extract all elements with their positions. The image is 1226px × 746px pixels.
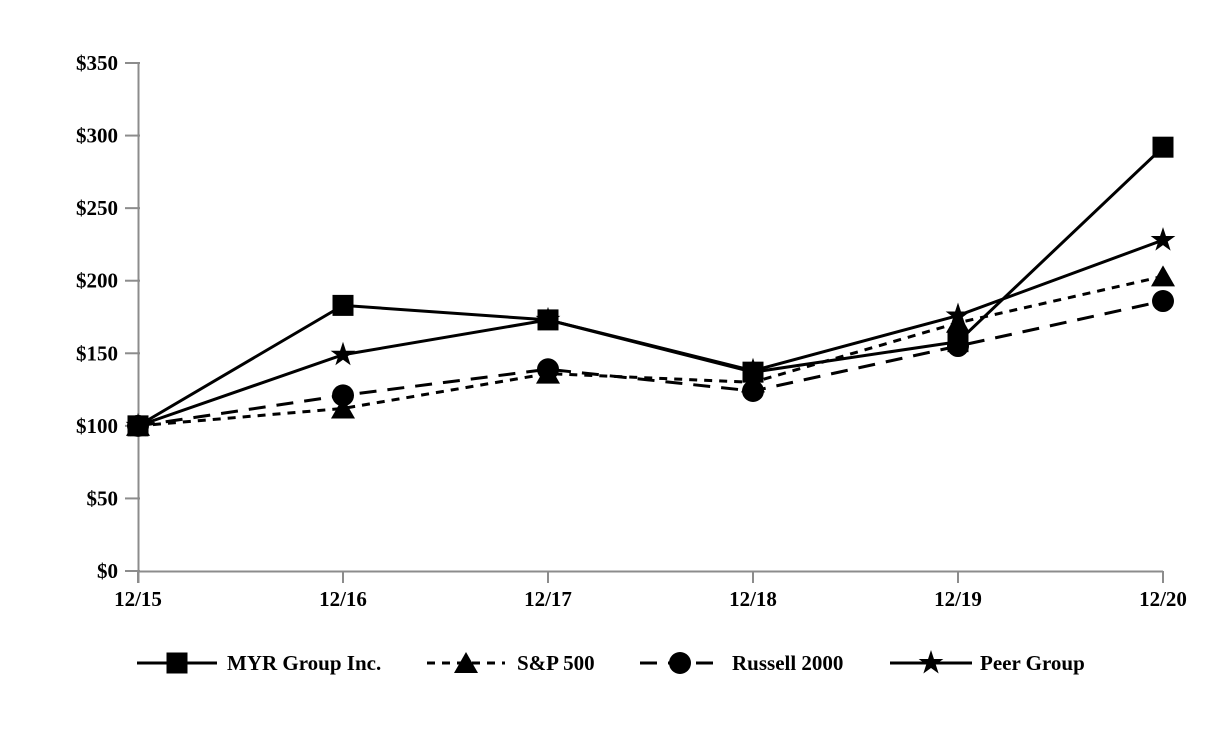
circle-marker [1152, 290, 1174, 313]
y-axis-tick-label: $250 [76, 196, 118, 220]
x-axis: 12/15 12/16 12/17 12/18 12/19 12/20 [114, 570, 1187, 611]
circle-marker [669, 652, 691, 674]
series-myr-group-inc [127, 136, 1174, 437]
series-line-myr-group-inc [137, 146, 1165, 428]
star-marker [1150, 227, 1176, 251]
circle-marker [332, 384, 354, 407]
x-axis-tick-label: 12/17 [524, 587, 572, 611]
y-axis-tick-label: $300 [76, 124, 118, 148]
star-marker [945, 302, 971, 327]
series-line-russell-2000 [137, 299, 1164, 428]
series-line-s-p-500 [137, 274, 1164, 428]
star-marker [330, 341, 356, 366]
legend-item-myr-group-inc: MYR Group Inc. [137, 651, 381, 675]
circle-marker [742, 380, 764, 403]
x-axis-tick-label: 12/16 [319, 587, 367, 611]
triangle-marker [946, 311, 970, 333]
y-axis: $0 $50 $100 $150 $200 $250 $300 $350 [76, 51, 140, 583]
square-marker [166, 652, 188, 674]
series-s-p-500 [126, 265, 1175, 436]
star-marker [918, 650, 944, 674]
y-axis-tick-label: $0 [97, 559, 118, 583]
series-line-peer-group [137, 238, 1164, 428]
series-plot-area [125, 136, 1176, 437]
legend-item-russell-2000: Russell 2000 [640, 651, 843, 675]
circle-marker [537, 358, 559, 381]
legend-label: Peer Group [980, 651, 1085, 675]
square-marker [1152, 136, 1174, 158]
legend-item-s-p-500: S&P 500 [427, 651, 595, 675]
square-marker [947, 331, 969, 353]
square-marker [332, 294, 354, 316]
legend-label: S&P 500 [517, 651, 595, 675]
series-russell-2000 [127, 290, 1174, 437]
triangle-marker [1151, 265, 1175, 287]
legend-label: MYR Group Inc. [227, 651, 381, 675]
y-axis-tick-label: $200 [76, 269, 118, 293]
triangle-marker [454, 652, 478, 673]
square-marker [127, 415, 149, 437]
square-marker [537, 309, 559, 331]
x-axis-tick-label: 12/15 [114, 587, 162, 611]
y-axis-tick-label: $150 [76, 341, 118, 365]
y-axis-tick-label: $50 [87, 486, 119, 510]
y-axis-tick-label: $100 [76, 414, 118, 438]
legend-item-peer-group: Peer Group [890, 650, 1085, 675]
x-axis-tick-label: 12/18 [729, 587, 777, 611]
legend: MYR Group Inc. S&P 500 Russell 2000 Peer Gr… [137, 650, 1085, 675]
legend-label: Russell 2000 [732, 651, 843, 675]
x-axis-tick-label: 12/19 [934, 587, 982, 611]
x-axis-tick-label: 12/20 [1139, 587, 1187, 611]
triangle-marker [331, 397, 355, 419]
square-marker [742, 361, 764, 383]
y-axis-tick-label: $350 [76, 51, 118, 75]
